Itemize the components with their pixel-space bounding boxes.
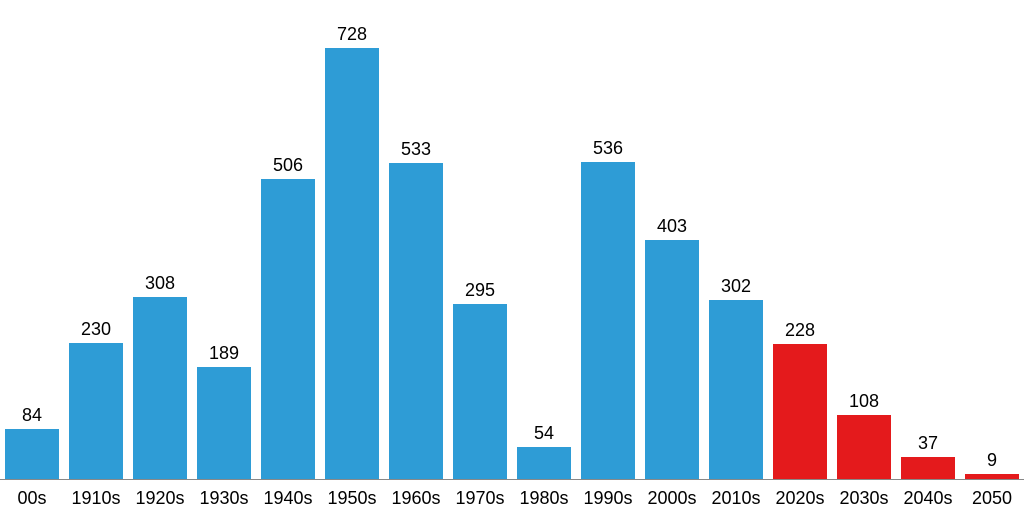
x-tick-label: 1950s: [320, 482, 384, 512]
bar-slot: 533: [384, 0, 448, 479]
x-tick-label: 1910s: [64, 482, 128, 512]
bar-value-label: 295: [465, 280, 495, 301]
bar-1970s: 295: [453, 304, 507, 479]
bar-value-label: 54: [534, 423, 554, 444]
bar-00s: 84: [5, 429, 59, 479]
bar-slot: 403: [640, 0, 704, 479]
bar-slot: 506: [256, 0, 320, 479]
bar-slot: 536: [576, 0, 640, 479]
x-tick-label: 2010s: [704, 482, 768, 512]
bar-1980s: 54: [517, 447, 571, 479]
x-tick-label: 2030s: [832, 482, 896, 512]
bar-slot: 295: [448, 0, 512, 479]
bar-1920s: 308: [133, 297, 187, 479]
bar-2010s: 302: [709, 300, 763, 479]
x-tick-label: 1940s: [256, 482, 320, 512]
bar-2040s: 37: [901, 457, 955, 479]
x-tick-label: 1980s: [512, 482, 576, 512]
bar-1990s: 536: [581, 162, 635, 479]
bar-slot: 54: [512, 0, 576, 479]
x-tick-label: 2020s: [768, 482, 832, 512]
bar-value-label: 189: [209, 343, 239, 364]
plot-area: 8423030818950672853329554536403302228108…: [0, 0, 1024, 480]
bar-value-label: 228: [785, 320, 815, 341]
bar-value-label: 728: [337, 24, 367, 45]
bar-slot: 108: [832, 0, 896, 479]
bar-1930s: 189: [197, 367, 251, 479]
bar-slot: 230: [64, 0, 128, 479]
x-tick-label: 1970s: [448, 482, 512, 512]
x-tick-label: 2000s: [640, 482, 704, 512]
bar-slot: 189: [192, 0, 256, 479]
bar-2020s: 228: [773, 344, 827, 479]
bar-value-label: 308: [145, 273, 175, 294]
x-tick-label: 1930s: [192, 482, 256, 512]
bar-1950s: 728: [325, 48, 379, 479]
bar-value-label: 536: [593, 138, 623, 159]
x-tick-label: 1920s: [128, 482, 192, 512]
bar-value-label: 37: [918, 433, 938, 454]
decades-bar-chart: 8423030818950672853329554536403302228108…: [0, 0, 1024, 512]
bar-slot: 84: [0, 0, 64, 479]
bar-slot: 302: [704, 0, 768, 479]
bar-slot: 228: [768, 0, 832, 479]
bar-2000s: 403: [645, 240, 699, 479]
bar-value-label: 533: [401, 139, 431, 160]
bar-slot: 9: [960, 0, 1024, 479]
x-tick-label: 2040s: [896, 482, 960, 512]
bar-slot: 728: [320, 0, 384, 479]
bar-value-label: 84: [22, 405, 42, 426]
x-axis-labels: 00s1910s1920s1930s1940s1950s1960s1970s19…: [0, 482, 1024, 512]
x-tick-label: 00s: [0, 482, 64, 512]
bar-value-label: 230: [81, 319, 111, 340]
bar-value-label: 9: [987, 450, 997, 471]
bar-value-label: 302: [721, 276, 751, 297]
bar-value-label: 403: [657, 216, 687, 237]
bar-slot: 37: [896, 0, 960, 479]
x-tick-label: 1990s: [576, 482, 640, 512]
bars-container: 8423030818950672853329554536403302228108…: [0, 0, 1024, 479]
bar-2030s: 108: [837, 415, 891, 479]
bar-1940s: 506: [261, 179, 315, 479]
x-tick-label: 1960s: [384, 482, 448, 512]
bar-1910s: 230: [69, 343, 123, 479]
bar-value-label: 506: [273, 155, 303, 176]
x-tick-label: 2050: [960, 482, 1024, 512]
bar-2050: 9: [965, 474, 1019, 479]
bar-value-label: 108: [849, 391, 879, 412]
bar-slot: 308: [128, 0, 192, 479]
bar-1960s: 533: [389, 163, 443, 479]
